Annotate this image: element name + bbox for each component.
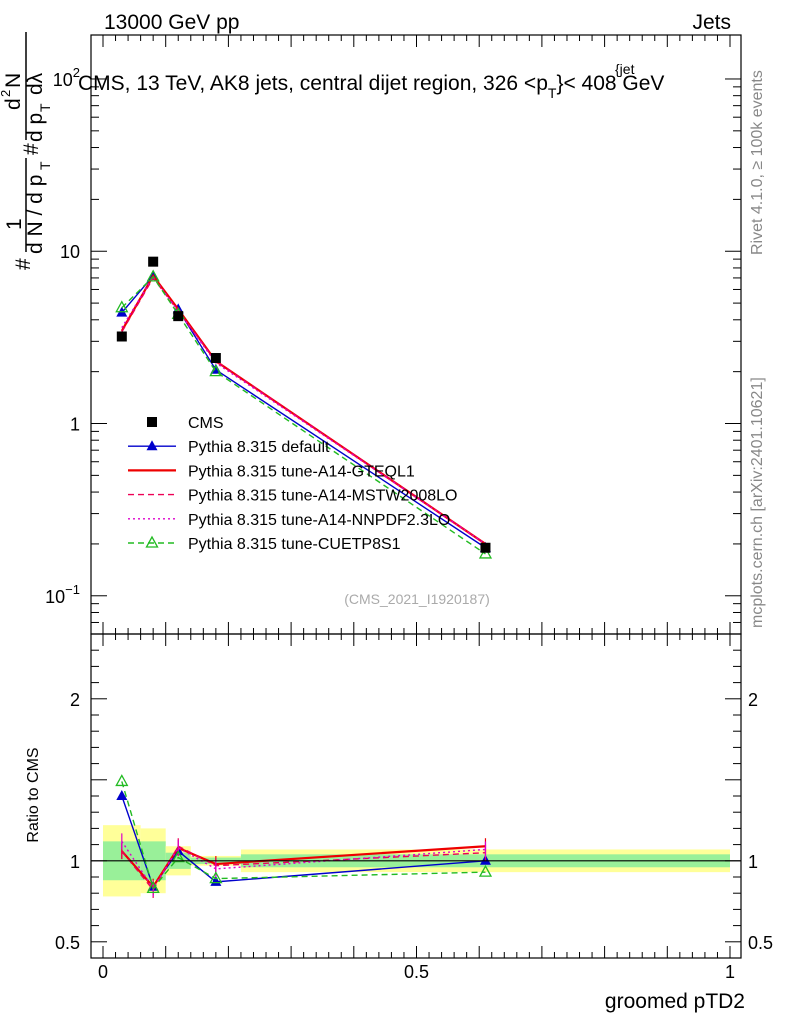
legend-label-default: Pythia 8.315 default bbox=[188, 439, 330, 456]
ylabel-t1: T bbox=[37, 161, 53, 170]
x-axis-label: groomed pTD2 bbox=[605, 990, 745, 1013]
main-series-group bbox=[115, 256, 493, 559]
ylabel-n: N bbox=[2, 73, 25, 88]
title-after: }< 408 GeV bbox=[556, 72, 664, 95]
ylabel-dl: dλ bbox=[24, 72, 47, 95]
legend-label-mstw: Pythia 8.315 tune-A14-MSTW2008LO bbox=[188, 488, 457, 505]
x-tick-label: 1 bbox=[725, 962, 735, 982]
legend-label-cuetp8s1: Pythia 8.315 tune-CUETP8S1 bbox=[188, 536, 401, 553]
ratio-tick-label-left: 2 bbox=[70, 690, 80, 710]
legend-marker-default bbox=[146, 440, 158, 451]
ratio-point-cuetp8s1 bbox=[171, 850, 185, 863]
chart-title: CMS, 13 TeV, AK8 jets, central dijet reg… bbox=[78, 72, 664, 101]
series-point-cuetp8s1 bbox=[146, 269, 160, 282]
ratio-line-cuetp8s1 bbox=[121, 781, 486, 890]
legend: CMS Pythia 8.315 default Pythia 8.315 tune… bbox=[128, 415, 457, 553]
ratio-tick-label-right: 1 bbox=[748, 852, 758, 872]
series-point-cuetp8s1 bbox=[478, 546, 493, 559]
series-point-cuetp8s1 bbox=[209, 364, 223, 377]
ylabel-t2: T bbox=[37, 103, 53, 112]
y-tick-label: 102 bbox=[53, 65, 80, 90]
cms-data-point bbox=[116, 331, 127, 342]
header-right: Jets bbox=[692, 11, 731, 34]
ratio-tick-label-right: 0.5 bbox=[748, 933, 773, 953]
ylabel-dpt: d p bbox=[24, 113, 47, 142]
ratio-tick-label-right: 2 bbox=[748, 690, 758, 710]
legend-label-cms: CMS bbox=[188, 415, 224, 432]
legend-marker-cms bbox=[147, 417, 157, 427]
ratio-tick-label-left: 0.5 bbox=[55, 933, 80, 953]
cms-data-point bbox=[173, 311, 184, 322]
y-axis-label: # 1 d N / d p T # d 2 N d p T dλ bbox=[0, 32, 53, 270]
ratio-series-group bbox=[115, 774, 493, 898]
x-tick-label: 0 bbox=[98, 962, 108, 982]
ratio-tick-label-left: 1 bbox=[70, 852, 80, 872]
legend-label-nnpdf: Pythia 8.315 tune-A14-NNPDF2.3LO bbox=[188, 512, 450, 529]
ylabel-d2n: d bbox=[2, 98, 25, 110]
title-sub: T bbox=[548, 85, 557, 101]
header-left: 13000 GeV pp bbox=[104, 11, 239, 34]
title-sup: {jet bbox=[615, 61, 635, 77]
title-main: CMS, 13 TeV, AK8 jets, central dijet reg… bbox=[78, 72, 548, 95]
cms-data-point bbox=[480, 542, 491, 553]
x-tick-label: 0.5 bbox=[404, 962, 429, 982]
series-point-cuetp8s1 bbox=[115, 300, 129, 313]
ratio-point-default bbox=[116, 790, 128, 800]
legend-marker-cuetp8s1 bbox=[145, 535, 159, 548]
y-tick-label: 1 bbox=[70, 415, 80, 435]
cms-data-point bbox=[210, 353, 221, 364]
ylabel-dn: d N / d p bbox=[24, 175, 47, 254]
axes-group: 0 0.5 1 10−1 1 10 102 0.5 0.5 1 1 2 2 bbox=[45, 34, 773, 982]
ylabel-hash1: # bbox=[12, 258, 35, 270]
ylabel-hash2: # bbox=[20, 143, 43, 155]
ratio-point-cuetp8s1 bbox=[209, 871, 223, 884]
rivet-label: Rivet 4.1.0, ≥ 100k events bbox=[749, 70, 766, 255]
mcplots-label: mcplots.cern.ch [arXiv:2401.10621] bbox=[749, 377, 766, 628]
ratio-point-cuetp8s1 bbox=[146, 880, 160, 893]
ratio-point-cuetp8s1 bbox=[115, 774, 129, 787]
ylabel-two: 2 bbox=[0, 90, 13, 97]
ratio-plot-frame bbox=[90, 633, 742, 959]
y-tick-label: 10−1 bbox=[45, 582, 80, 607]
y-tick-label: 10 bbox=[60, 242, 80, 262]
series-line-mstw bbox=[121, 276, 486, 545]
legend-label-gteql1: Pythia 8.315 tune-A14-GTEQL1 bbox=[188, 463, 415, 480]
ratio-point-cuetp8s1 bbox=[478, 864, 493, 877]
cms-data-point bbox=[148, 256, 159, 267]
ylabel-one: 1 bbox=[3, 218, 26, 230]
ratio-point-default bbox=[210, 875, 222, 886]
ratio-axis-label: Ratio to CMS bbox=[25, 747, 42, 842]
reference-tag: (CMS_2021_I1920187) bbox=[344, 591, 490, 607]
